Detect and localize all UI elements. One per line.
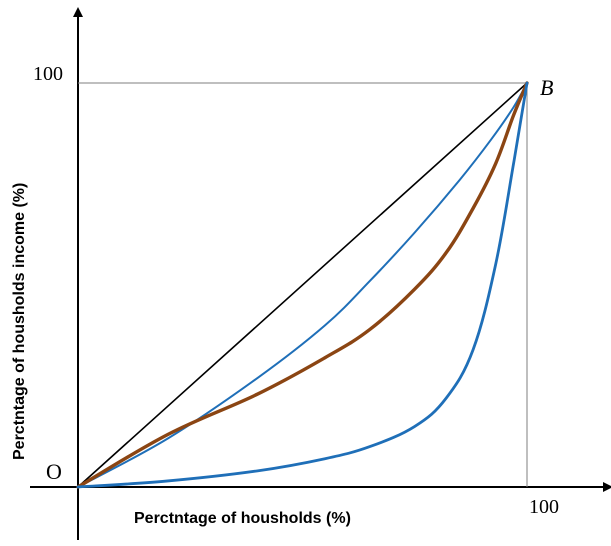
point-b-label: B bbox=[540, 75, 553, 100]
curve-2 bbox=[76, 81, 529, 489]
y-axis-label: Perctntage of housholds income (%) bbox=[11, 183, 28, 460]
curve-3 bbox=[76, 81, 529, 489]
origin-label: O bbox=[46, 459, 62, 484]
x-axis-label: Perctntage of housholds (%) bbox=[134, 510, 351, 527]
series-group bbox=[76, 81, 529, 489]
x-tick-label-100: 100 bbox=[529, 496, 559, 518]
equality-line bbox=[77, 82, 528, 488]
y-tick-label-100: 100 bbox=[33, 63, 63, 85]
